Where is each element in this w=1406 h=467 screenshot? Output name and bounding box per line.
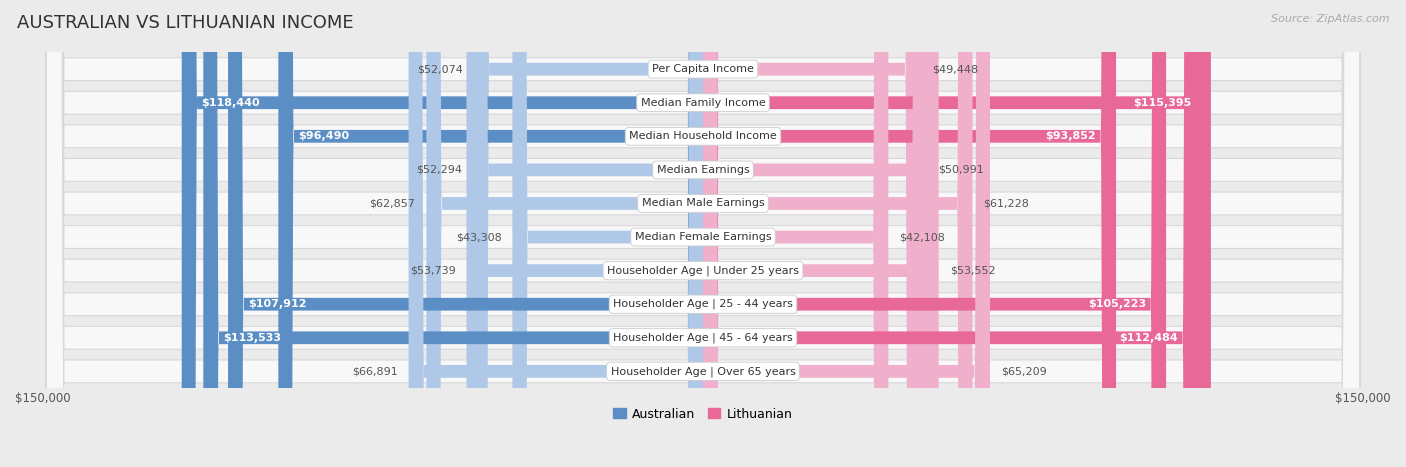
FancyBboxPatch shape	[46, 0, 1360, 467]
FancyBboxPatch shape	[181, 0, 703, 467]
Text: Householder Age | 45 - 64 years: Householder Age | 45 - 64 years	[613, 333, 793, 343]
Text: $65,209: $65,209	[1001, 367, 1046, 376]
FancyBboxPatch shape	[46, 0, 1360, 467]
FancyBboxPatch shape	[703, 0, 973, 467]
FancyBboxPatch shape	[472, 0, 703, 467]
Text: $50,991: $50,991	[938, 165, 984, 175]
Text: $113,533: $113,533	[224, 333, 281, 343]
FancyBboxPatch shape	[703, 0, 939, 467]
FancyBboxPatch shape	[703, 0, 1116, 467]
Legend: Australian, Lithuanian: Australian, Lithuanian	[609, 403, 797, 425]
FancyBboxPatch shape	[426, 0, 703, 467]
FancyBboxPatch shape	[703, 0, 889, 467]
Text: $112,484: $112,484	[1119, 333, 1178, 343]
Text: Median Family Income: Median Family Income	[641, 98, 765, 108]
Text: $52,074: $52,074	[418, 64, 463, 74]
FancyBboxPatch shape	[703, 0, 921, 467]
Text: Per Capita Income: Per Capita Income	[652, 64, 754, 74]
FancyBboxPatch shape	[703, 0, 1211, 467]
Text: $105,223: $105,223	[1088, 299, 1146, 309]
FancyBboxPatch shape	[467, 0, 703, 467]
FancyBboxPatch shape	[46, 0, 1360, 467]
Text: Householder Age | 25 - 44 years: Householder Age | 25 - 44 years	[613, 299, 793, 310]
FancyBboxPatch shape	[46, 0, 1360, 467]
Text: Source: ZipAtlas.com: Source: ZipAtlas.com	[1271, 14, 1389, 24]
FancyBboxPatch shape	[703, 0, 1198, 467]
FancyBboxPatch shape	[46, 0, 1360, 467]
Text: Median Female Earnings: Median Female Earnings	[634, 232, 772, 242]
FancyBboxPatch shape	[228, 0, 703, 467]
Text: Median Male Earnings: Median Male Earnings	[641, 198, 765, 208]
Text: $43,308: $43,308	[456, 232, 502, 242]
Text: $53,739: $53,739	[409, 266, 456, 276]
Text: $42,108: $42,108	[900, 232, 945, 242]
FancyBboxPatch shape	[512, 0, 703, 467]
FancyBboxPatch shape	[703, 0, 1166, 467]
FancyBboxPatch shape	[474, 0, 703, 467]
Text: Householder Age | Under 25 years: Householder Age | Under 25 years	[607, 265, 799, 276]
FancyBboxPatch shape	[278, 0, 703, 467]
Text: $107,912: $107,912	[247, 299, 307, 309]
FancyBboxPatch shape	[46, 0, 1360, 467]
FancyBboxPatch shape	[204, 0, 703, 467]
FancyBboxPatch shape	[46, 0, 1360, 467]
FancyBboxPatch shape	[409, 0, 703, 467]
Text: AUSTRALIAN VS LITHUANIAN INCOME: AUSTRALIAN VS LITHUANIAN INCOME	[17, 14, 353, 32]
Text: $61,228: $61,228	[983, 198, 1029, 208]
Text: $118,440: $118,440	[201, 98, 260, 108]
Text: $52,294: $52,294	[416, 165, 461, 175]
FancyBboxPatch shape	[703, 0, 928, 467]
FancyBboxPatch shape	[46, 0, 1360, 467]
Text: $115,395: $115,395	[1133, 98, 1191, 108]
Text: $66,891: $66,891	[352, 367, 398, 376]
Text: Householder Age | Over 65 years: Householder Age | Over 65 years	[610, 366, 796, 376]
Text: $49,448: $49,448	[932, 64, 977, 74]
Text: $93,852: $93,852	[1046, 131, 1097, 142]
FancyBboxPatch shape	[46, 0, 1360, 467]
Text: Median Household Income: Median Household Income	[628, 131, 778, 142]
Text: $53,552: $53,552	[949, 266, 995, 276]
Text: $62,857: $62,857	[370, 198, 415, 208]
FancyBboxPatch shape	[703, 0, 990, 467]
Text: $96,490: $96,490	[298, 131, 349, 142]
FancyBboxPatch shape	[46, 0, 1360, 467]
Text: Median Earnings: Median Earnings	[657, 165, 749, 175]
